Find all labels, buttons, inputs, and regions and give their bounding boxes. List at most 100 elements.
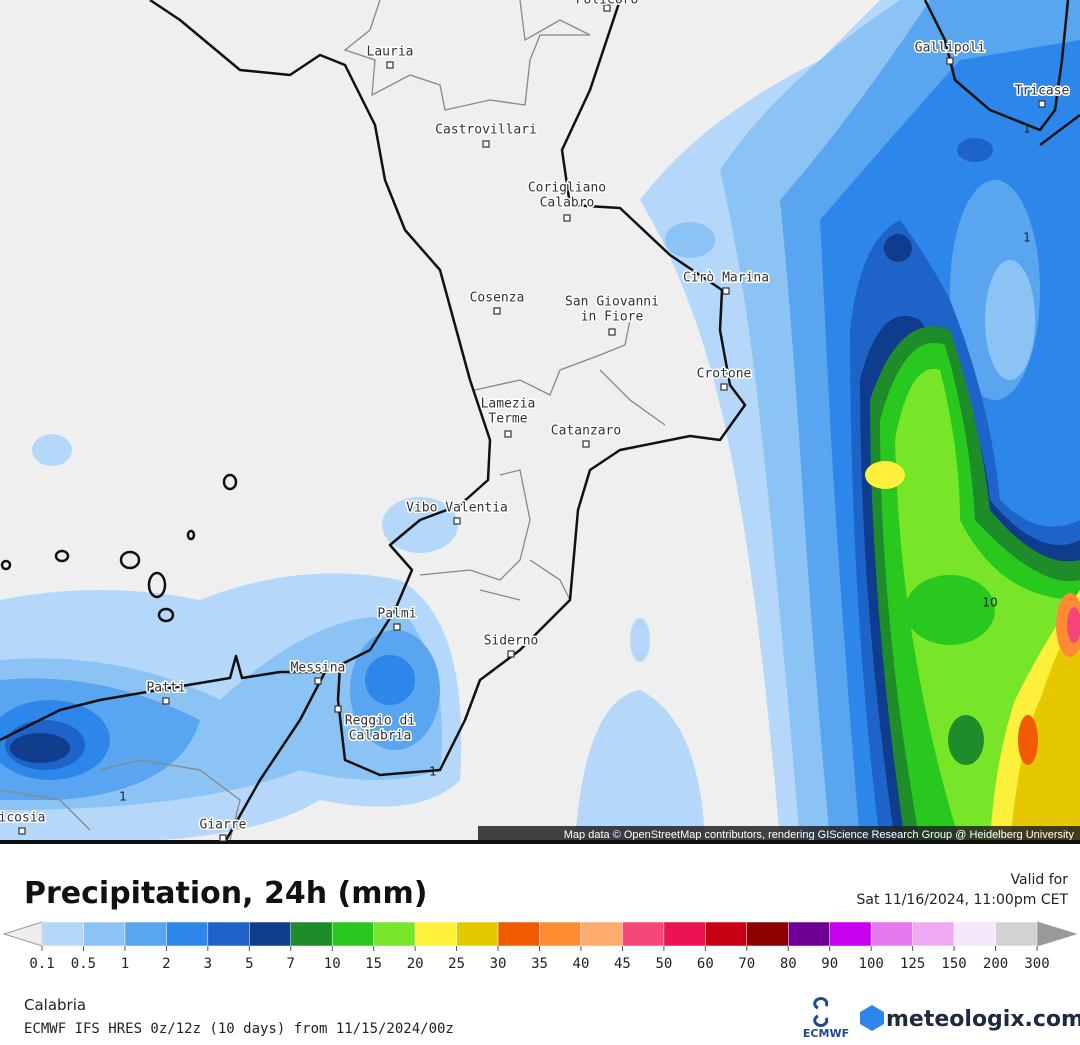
brand-logo: meteologix.com: [886, 1007, 1080, 1032]
city-label: Giarre: [200, 818, 247, 833]
city-label: Crotone: [697, 367, 752, 382]
legend-swatch: [497, 921, 540, 947]
footer: Calabria ECMWF IFS HRES 0z/12z (10 days)…: [24, 996, 1080, 1040]
legend-tick-label: 3: [204, 956, 212, 972]
city-marker: [563, 214, 571, 222]
legend-swatch: [829, 921, 872, 947]
city-label: Corigliano: [528, 181, 606, 196]
legend-swatch: [995, 921, 1038, 947]
legend-swatch: [705, 921, 748, 947]
city-marker: [482, 140, 490, 148]
city-marker: [334, 705, 342, 713]
city-marker: [493, 307, 501, 315]
legend-swatch: [41, 921, 84, 947]
city-marker: [453, 517, 461, 525]
legend-swatch: [249, 921, 292, 947]
legend-tick-label: 25: [448, 956, 465, 972]
city-label: Lamezia: [481, 397, 536, 412]
legend-tick-label: 1: [121, 956, 129, 972]
contour-label: 1: [1023, 231, 1031, 245]
legend-tick-label: 35: [531, 956, 548, 972]
contour-label: 10: [982, 596, 997, 610]
city-marker: [507, 650, 515, 658]
city-marker: [504, 430, 512, 438]
legend-tick-label: 2: [162, 956, 170, 972]
legend-swatch: [166, 921, 209, 947]
legend-swatch: [539, 921, 582, 947]
legend-tick-label: 70: [738, 956, 755, 972]
city-label: Policoro: [576, 0, 639, 8]
legend-swatch: [870, 921, 913, 947]
city-label: Reggio di: [345, 714, 415, 729]
legend-swatch: [580, 921, 623, 947]
legend-swatch: [622, 921, 665, 947]
legend-tick-label: 5: [245, 956, 253, 972]
city-label: Gallipoli: [915, 41, 985, 56]
legend-swatch: [788, 921, 830, 947]
legend-swatch: [290, 921, 333, 947]
ecmwf-logo: ECMWF: [803, 1027, 849, 1040]
city-label: Tricase: [1015, 84, 1070, 99]
legend-tick-label: 90: [821, 956, 838, 972]
legend-swatch: [373, 921, 416, 947]
city-marker: [162, 697, 170, 705]
valid-time: Sat 11/16/2024, 11:00pm CET: [857, 892, 1069, 908]
legend-tick-label: 0.1: [29, 956, 54, 972]
legend-swatch: [746, 921, 789, 947]
attribution: Map data © OpenStreetMap contributors, r…: [564, 829, 1075, 841]
city-marker: [603, 4, 611, 12]
legend-tick-label: 20: [407, 956, 424, 972]
legend-tick-label: 45: [614, 956, 631, 972]
city-marker: [386, 61, 394, 69]
city-label: Lauria: [367, 45, 414, 60]
city-label: icosia: [0, 811, 45, 826]
legend-tick-label: 100: [859, 956, 884, 972]
city-marker: [1038, 100, 1046, 108]
legend-tick-label: 40: [573, 956, 590, 972]
legend-tick-label: 7: [287, 956, 295, 972]
city-label: Cirò Marina: [683, 271, 769, 286]
city-marker: [722, 287, 730, 295]
legend-tick-label: 10: [324, 956, 341, 972]
legend-swatch: [414, 921, 457, 947]
city-label: Messina: [291, 661, 346, 676]
city-marker: [946, 57, 954, 65]
region: Calabria: [24, 996, 86, 1014]
contour-label: 1: [1023, 122, 1031, 136]
city-label: Patti: [146, 681, 185, 696]
city-label: Castrovillari: [435, 123, 537, 138]
legend-swatch: [456, 921, 499, 947]
legend-tick-label: 80: [780, 956, 797, 972]
city-label: San Giovanni: [565, 295, 659, 310]
city-label: Siderno: [484, 634, 539, 649]
legend: 0.1 0.5 1 2 3 5 7 10 15 20 25 30 35 40 45 50 60 70 80 90 100…: [2, 921, 1078, 972]
city-marker: [393, 623, 401, 631]
city-marker: [18, 827, 26, 835]
city-label: Cosenza: [470, 291, 525, 306]
legend-tick-label: 15: [365, 956, 382, 972]
header: Precipitation, 24h (mm) Valid for Sat 11…: [24, 872, 1068, 911]
legend-swatch: [912, 921, 955, 947]
legend-tick-label: 150: [941, 956, 966, 972]
legend-tick-label: 125: [900, 956, 925, 972]
valid-label: Valid for: [1011, 872, 1069, 888]
legend-swatch: [124, 921, 167, 947]
city-marker: [219, 834, 227, 842]
map: Map data © OpenStreetMap contributors, r…: [0, 0, 1080, 844]
city-marker: [314, 677, 322, 685]
title: Precipitation, 24h (mm): [24, 876, 427, 911]
city-label: Calabro: [540, 196, 595, 211]
model-info: ECMWF IFS HRES 0z/12z (10 days) from 11/…: [24, 1021, 454, 1037]
city-label: Terme: [488, 412, 527, 427]
city-label: Catanzaro: [551, 424, 621, 439]
legend-swatch: [83, 921, 126, 947]
city-marker: [582, 440, 590, 448]
city-label: Vibo Valentia: [406, 501, 508, 516]
legend-swatch: [953, 921, 996, 947]
legend-tick-label: 0.5: [71, 956, 96, 972]
legend-tick-label: 60: [697, 956, 714, 972]
city-label: Palmi: [377, 607, 416, 622]
city-label: Calabria: [349, 729, 412, 744]
